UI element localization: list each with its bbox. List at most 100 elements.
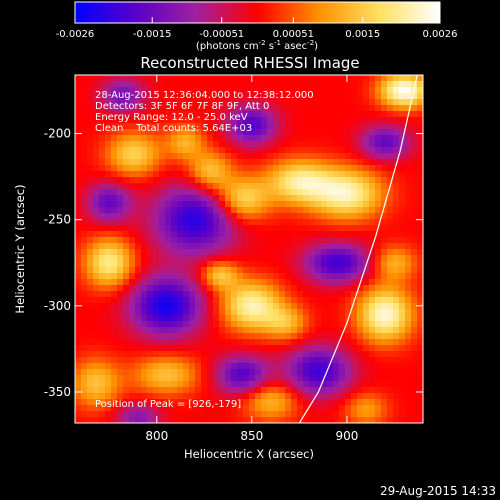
heatmap-pixel <box>171 183 178 190</box>
heatmap-pixel <box>171 405 178 412</box>
heatmap-pixel <box>393 93 400 100</box>
heatmap-pixel <box>117 111 124 118</box>
heatmap-pixel <box>81 123 88 130</box>
heatmap-pixel <box>261 81 268 88</box>
heatmap-pixel <box>123 357 130 364</box>
heatmap-pixel <box>249 171 256 178</box>
heatmap-pixel <box>177 207 184 214</box>
heatmap-pixel <box>381 225 388 232</box>
heatmap-pixel <box>237 315 244 322</box>
heatmap-pixel <box>147 267 154 274</box>
heatmap-pixel <box>285 141 292 148</box>
heatmap-pixel <box>147 225 154 232</box>
heatmap-pixel <box>87 279 94 286</box>
heatmap-pixel <box>291 267 298 274</box>
heatmap-pixel <box>357 111 364 118</box>
heatmap-pixel <box>105 225 112 232</box>
heatmap-pixel <box>369 315 376 322</box>
heatmap-pixel <box>207 153 214 160</box>
heatmap-pixel <box>267 279 274 286</box>
heatmap-pixel <box>267 141 274 148</box>
heatmap-pixel <box>219 93 226 100</box>
heatmap-pixel <box>399 159 406 166</box>
heatmap-pixel <box>249 333 256 340</box>
heatmap-pixel <box>117 345 124 352</box>
heatmap-pixel <box>279 81 286 88</box>
heatmap-pixel <box>327 201 334 208</box>
heatmap-pixel <box>195 297 202 304</box>
heatmap-pixel <box>189 105 196 112</box>
heatmap-pixel <box>153 315 160 322</box>
heatmap-pixel <box>297 393 304 400</box>
heatmap-pixel <box>285 99 292 106</box>
heatmap-pixel <box>93 147 100 154</box>
heatmap-pixel <box>165 171 172 178</box>
heatmap-pixel <box>189 189 196 196</box>
heatmap-pixel <box>399 363 406 370</box>
heatmap-pixel <box>75 339 82 346</box>
heatmap-pixel <box>309 381 316 388</box>
heatmap-pixel <box>147 201 154 208</box>
heatmap-pixel <box>261 315 268 322</box>
heatmap-pixel <box>345 339 352 346</box>
heatmap-pixel <box>123 201 130 208</box>
heatmap-pixel <box>279 117 286 124</box>
heatmap-pixel <box>117 291 124 298</box>
heatmap-pixel <box>249 303 256 310</box>
heatmap-pixel <box>87 297 94 304</box>
heatmap-pixel <box>279 243 286 250</box>
heatmap-pixel <box>159 171 166 178</box>
heatmap-pixel <box>153 111 160 118</box>
heatmap-pixel <box>261 189 268 196</box>
x-axis-label: Heliocentric X (arcsec) <box>184 447 314 461</box>
heatmap-pixel <box>117 411 124 418</box>
heatmap-pixel <box>189 231 196 238</box>
heatmap-pixel <box>237 111 244 118</box>
heatmap-pixel <box>285 75 292 82</box>
heatmap-pixel <box>351 141 358 148</box>
heatmap-pixel <box>291 273 298 280</box>
heatmap-pixel <box>135 309 142 316</box>
heatmap-pixel <box>321 267 328 274</box>
heatmap-pixel <box>123 237 130 244</box>
heatmap-pixel <box>171 381 178 388</box>
heatmap-pixel <box>183 219 190 226</box>
heatmap-pixel <box>225 297 232 304</box>
heatmap-pixel <box>243 375 250 382</box>
heatmap-pixel <box>93 321 100 328</box>
heatmap-pixel <box>327 321 334 328</box>
heatmap-pixel <box>93 327 100 334</box>
heatmap-pixel <box>363 351 370 358</box>
heatmap-pixel <box>111 141 118 148</box>
heatmap-pixel <box>303 243 310 250</box>
heatmap-pixel <box>375 267 382 274</box>
heatmap-pixel <box>279 393 286 400</box>
heatmap-pixel <box>141 159 148 166</box>
heatmap-pixel <box>279 87 286 94</box>
heatmap-pixel <box>189 153 196 160</box>
heatmap-pixel <box>417 273 423 280</box>
heatmap-pixel <box>255 213 262 220</box>
heatmap-pixel <box>381 207 388 214</box>
heatmap-pixel <box>153 267 160 274</box>
heatmap-pixel <box>321 363 328 370</box>
heatmap-pixel <box>123 243 130 250</box>
heatmap-pixel <box>393 387 400 394</box>
heatmap-pixel <box>177 291 184 298</box>
heatmap-pixel <box>111 357 118 364</box>
heatmap-pixel <box>279 273 286 280</box>
heatmap-pixel <box>291 183 298 190</box>
heatmap-pixel <box>213 219 220 226</box>
heatmap-pixel <box>279 333 286 340</box>
heatmap-pixel <box>291 255 298 262</box>
heatmap-pixel <box>111 189 118 196</box>
heatmap-pixel <box>93 249 100 256</box>
heatmap-pixel <box>117 207 124 214</box>
heatmap-pixel <box>201 111 208 118</box>
heatmap-pixel <box>411 201 418 208</box>
heatmap-pixel <box>249 321 256 328</box>
heatmap-pixel <box>363 75 370 82</box>
heatmap-pixel <box>309 411 316 418</box>
heatmap-pixel <box>273 117 280 124</box>
heatmap-pixel <box>129 279 136 286</box>
